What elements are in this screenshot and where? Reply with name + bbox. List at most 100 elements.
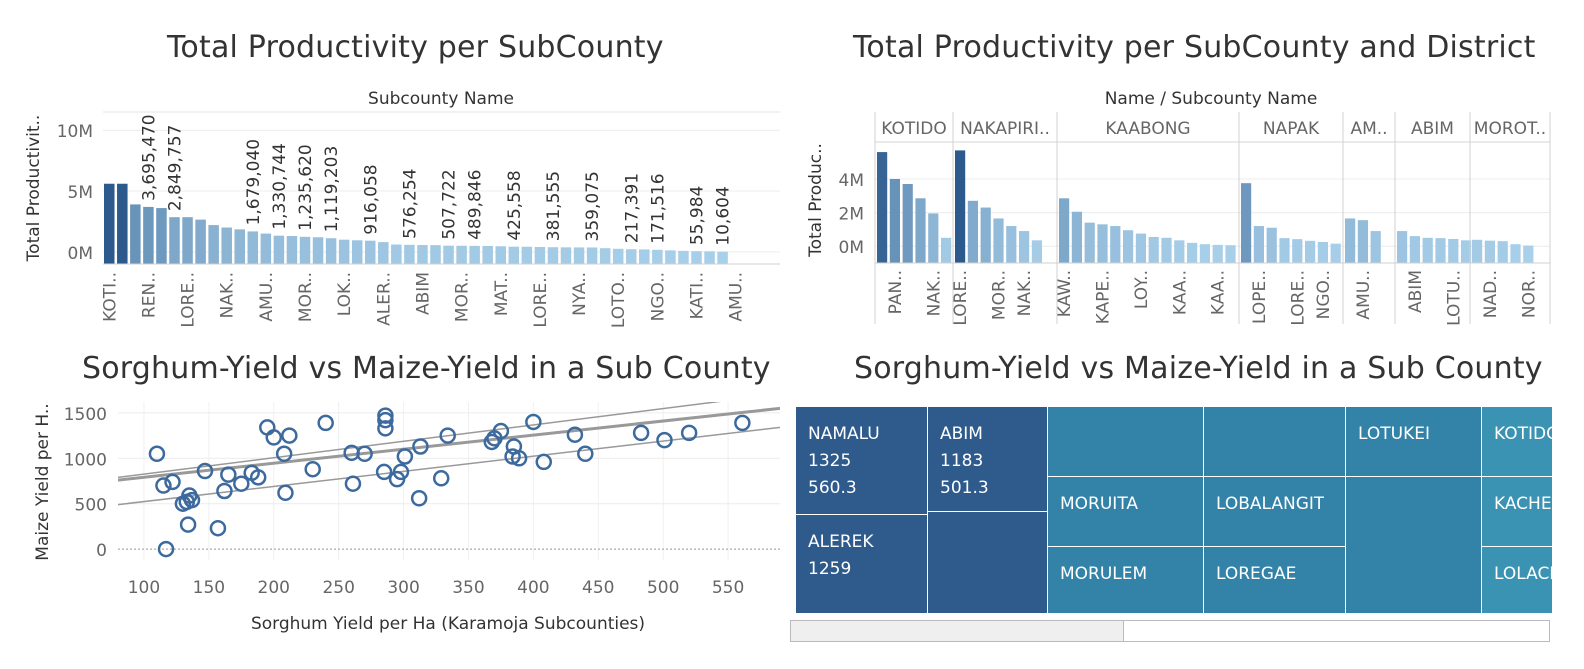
- treemap-cell: [928, 512, 1047, 613]
- treemap-cell-label: LOREGAE: [1216, 564, 1297, 584]
- scatter-point: [209, 519, 227, 537]
- bar1-data-label: 507,722: [440, 169, 460, 239]
- bar2-category-label: LORE..: [1288, 270, 1308, 326]
- bar1-bar: [273, 235, 285, 264]
- bar2-bar: [1370, 231, 1381, 263]
- treemap-cell-label: MORUITA: [1060, 494, 1139, 514]
- treemap-cell-label: LOBALANGIT: [1216, 494, 1325, 514]
- bar2-bar: [1123, 230, 1134, 263]
- treemap-cell-label: KACHE: [1494, 494, 1552, 514]
- bar1-data-label: 1,679,040: [244, 139, 264, 226]
- bar1-category-label: ALER..: [374, 272, 394, 326]
- treemap-cell: [1048, 407, 1203, 476]
- bar2-ytick-label: 2M: [839, 205, 864, 225]
- bar2-category-label: PAN..: [886, 270, 906, 314]
- bar1-category-label: NYA..: [570, 272, 590, 316]
- bar2-bar: [1161, 237, 1172, 263]
- bar1-category-label: REN..: [139, 272, 159, 318]
- scatter-point: [304, 460, 321, 478]
- scatter-point: [356, 445, 373, 463]
- bar1-category-label: MOR..: [296, 272, 316, 322]
- scatter-point: [249, 469, 267, 486]
- treemap-cell: MORULEM: [1048, 547, 1203, 613]
- bar2-bar: [1071, 211, 1082, 263]
- scatter-ylabel: Maize Yield per H..: [33, 403, 53, 560]
- bar2-category-label: NAK..: [1015, 270, 1035, 316]
- bar1-bar: [586, 247, 598, 264]
- scatter-point: [439, 427, 456, 444]
- bar2-bar: [1006, 226, 1017, 263]
- scatter-point: [233, 475, 250, 492]
- bar2-bar: [902, 184, 913, 263]
- bar2-category-label: AMU..: [1354, 270, 1374, 320]
- bar1-bar: [143, 206, 154, 264]
- bar1-category-label: MOR..: [453, 272, 473, 322]
- bar2-bar: [1174, 240, 1185, 263]
- bar1-bar: [599, 248, 611, 264]
- bar2-bar: [1241, 183, 1252, 263]
- scatter-ytick-label: 1000: [64, 450, 107, 470]
- scatter-point: [432, 470, 450, 487]
- bar1-bar: [195, 219, 206, 264]
- bar2-category-label: LOPE..: [1250, 270, 1270, 324]
- bar1-bar: [365, 240, 376, 264]
- bar2-ylabel: Total Produc..: [806, 143, 826, 258]
- bar2-bar: [1084, 222, 1095, 263]
- bar1-bar: [430, 245, 441, 264]
- bar2-bar: [980, 207, 991, 263]
- scatter-point: [392, 463, 410, 481]
- bar2-bar: [1357, 220, 1368, 263]
- bar1-bar: [482, 246, 493, 264]
- bar1-bar: [104, 183, 115, 264]
- bar2-group-label: NAKAPIRI..: [960, 119, 1050, 139]
- bar2-ytick-label: 0M: [839, 238, 864, 258]
- bar1-data-label: 916,058: [361, 164, 381, 234]
- bar1-bar: [508, 246, 520, 264]
- bar1-ytick-label: 0M: [68, 244, 93, 264]
- scatter-point: [525, 413, 542, 431]
- bar1-ytick-label: 10M: [57, 122, 93, 142]
- scatter-trend-line: [118, 406, 780, 482]
- scatter-point: [183, 491, 201, 509]
- bar1-category-label: AMU..: [727, 272, 747, 322]
- bar2-bar: [1031, 240, 1042, 263]
- scrollbar-thumb[interactable]: [791, 621, 1124, 641]
- bar2-bar: [1135, 233, 1146, 263]
- scatter-point: [734, 414, 751, 432]
- bar1-bar: [182, 217, 193, 264]
- bar1-data-label: 425,558: [505, 170, 525, 240]
- scatter-xtick-label: 250: [322, 578, 354, 598]
- scatter-xtick-label: 450: [582, 578, 614, 598]
- bar2-group-label: MOROT..: [1474, 119, 1546, 139]
- bar2-bar: [1330, 243, 1341, 263]
- treemap-cell: LOBALANGIT: [1204, 477, 1345, 546]
- treemap-cell-label: LOLACH: [1494, 564, 1552, 584]
- scatter-confidence-line: [118, 402, 722, 479]
- bar1-bar: [338, 239, 350, 264]
- bar1-bar: [495, 246, 506, 264]
- bar1-bar: [691, 251, 702, 264]
- bar2-bar: [928, 213, 939, 263]
- scatter-point: [504, 448, 521, 465]
- bar1-bar: [260, 233, 272, 264]
- scatter-point: [216, 482, 233, 500]
- bar2-bar: [889, 178, 900, 263]
- bar1-bar: [678, 250, 689, 264]
- bar1-bar: [378, 242, 389, 264]
- bar1-bar: [299, 236, 311, 264]
- scatter-point: [377, 411, 394, 429]
- scatter-point: [492, 422, 510, 440]
- horizontal-scrollbar[interactable]: [790, 620, 1550, 642]
- bar2-bar: [1461, 240, 1472, 263]
- scatter-point: [317, 414, 334, 432]
- scatter-xlabel: Sorghum Yield per Ha (Karamoja Subcounti…: [251, 614, 645, 634]
- bar1-bar: [117, 183, 128, 264]
- bar1-category-label: KATI..: [688, 272, 708, 319]
- bar2-bar: [1212, 244, 1223, 263]
- bar1-category-label: LOK..: [335, 272, 355, 316]
- bar1-category-label: MAT..: [492, 272, 512, 316]
- bar1-category-label: AMU..: [257, 272, 277, 322]
- scatter-point: [510, 450, 528, 467]
- scatter-point: [275, 445, 293, 463]
